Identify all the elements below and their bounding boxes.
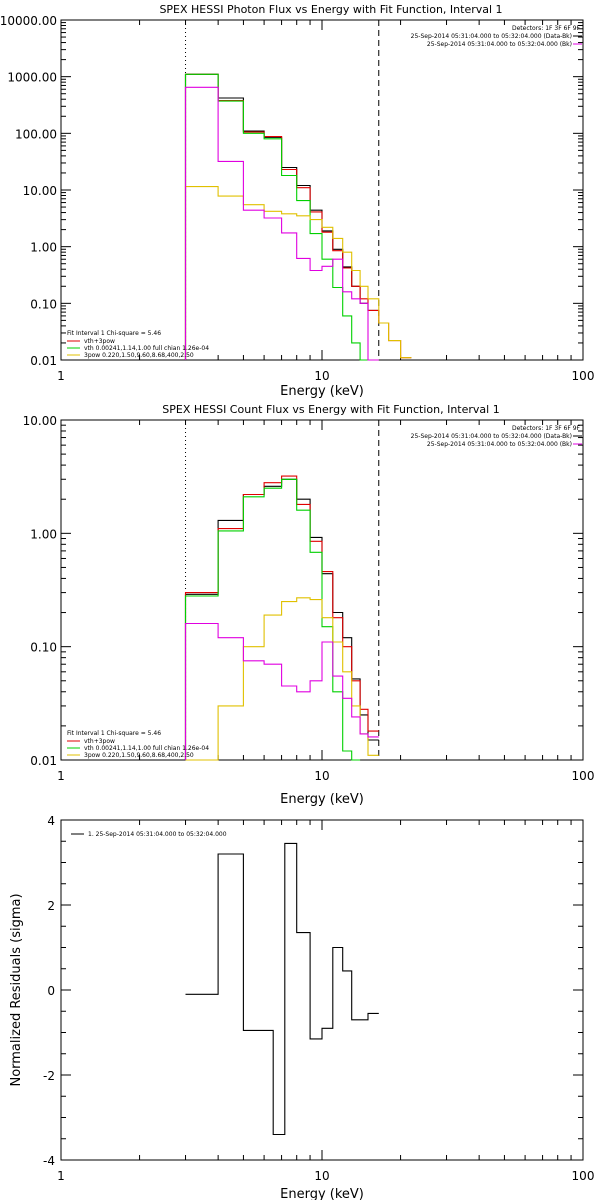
- chart-3-x-label: Energy (keV): [280, 1187, 364, 1200]
- chart-2-legend-label-2: vth 0.00241,1.14,1.00 full chian 1.26e-0…: [84, 745, 209, 752]
- chart-1-series-4-line: [184, 86, 379, 361]
- chart-1-header-data: 25-Sep-2014 05:31:04.000 to 05:32:04.000…: [411, 33, 572, 40]
- chart-2-series-4-line: [184, 622, 379, 760]
- y-tick-label: 10.00: [23, 184, 57, 198]
- count-flux-chart: SPEX HESSI Count Flux vs Energy with Fit…: [23, 403, 595, 807]
- chart-3-y-axis: -4 -2 0 2 4: [43, 814, 583, 1168]
- chart-1-header-bk: 25-Sep-2014 05:31:04.000 to 05:32:04.000…: [427, 41, 572, 48]
- x-tick-label: 1: [57, 369, 65, 383]
- chart-2-header-data: 25-Sep-2014 05:31:04.000 to 05:32:04.000…: [411, 433, 572, 440]
- chart-2-legend-label-1: vth+3pow: [84, 738, 115, 745]
- y-tick-label: 0.01: [30, 754, 57, 768]
- chart-1-series-2-line: [184, 73, 368, 361]
- x-tick-label: 100: [572, 769, 595, 783]
- chart-3-series-0-line: [185, 842, 379, 1136]
- chart-1-title: SPEX HESSI Photon Flux vs Energy with Fi…: [159, 3, 502, 16]
- y-tick-label: 0.10: [30, 297, 57, 311]
- y-tick-label: 0: [47, 984, 55, 998]
- chart-1-legend-label-2: vth 0.00241,1.14,1.00 full chian 1.26e-0…: [84, 345, 209, 352]
- y-tick-label: 0.10: [30, 641, 57, 655]
- x-tick-label: 1: [57, 1169, 65, 1183]
- chart-3-legend-label: 1. 25-Sep-2014 05:31:04.000 to 05:32:04.…: [88, 831, 227, 838]
- y-tick-label: 1.00: [30, 241, 57, 255]
- x-tick-label: 10: [314, 1169, 329, 1183]
- chart-2-x-label: Energy (keV): [280, 792, 364, 807]
- chart-1-y-axis: 0.01 0.10 1.00 10.00 100.00 1000.00 10000.00: [0, 14, 583, 368]
- chart-3-y-label: Normalized Residuals (sigma): [9, 893, 24, 1086]
- x-tick-label: 100: [572, 369, 595, 383]
- y-tick-label: 1000.00: [7, 71, 57, 85]
- x-tick-label: 1: [57, 769, 65, 783]
- chart-3-legend: 1. 25-Sep-2014 05:31:04.000 to 05:32:04.…: [71, 831, 227, 838]
- chart-2-series-0-line: [184, 478, 379, 760]
- chart-3-frame: [60, 819, 584, 1161]
- chart-1-legend: Fit Interval 1 Chi-square = 5.46 vth+3po…: [67, 330, 209, 359]
- chart-3-x-axis: 1 10 100: [57, 820, 594, 1183]
- chart-1-vlines: [185, 20, 380, 360]
- chart-2-x-axis: 1 10 100: [57, 420, 594, 783]
- chart-2-legend-label-3: 3pow 0.220,1.50,9.60,8.68,400,2.50: [84, 752, 194, 759]
- photon-flux-chart: SPEX HESSI Photon Flux vs Energy with Fi…: [0, 3, 594, 399]
- y-tick-label: 2: [47, 899, 55, 913]
- y-tick-label: 0.01: [30, 354, 57, 368]
- chart-2-legend-title: Fit Interval 1 Chi-square = 5.46: [67, 730, 161, 737]
- chart-2-vlines: [185, 420, 380, 760]
- chart-2-series-1-line: [184, 475, 379, 760]
- y-tick-label: 10.00: [23, 414, 57, 428]
- chart-1-header-detectors: Detectors: 1F 3F 6F 9F: [512, 25, 581, 32]
- chart-1-legend-title: Fit Interval 1 Chi-square = 5.46: [67, 330, 161, 337]
- y-tick-label: -4: [43, 1154, 55, 1168]
- chart-1-legend-label-3: 3pow 0.220,1.50,9.60,8.68,400,2.50: [84, 352, 194, 359]
- chart-1-frame: [60, 19, 584, 361]
- chart-1-series-0-line: [184, 73, 379, 360]
- chart-2-header-bk: 25-Sep-2014 05:31:04.000 to 05:32:04.000…: [427, 441, 572, 448]
- chart-2-series: [184, 475, 379, 761]
- x-tick-label: 10: [314, 769, 329, 783]
- chart-1-series: [184, 73, 412, 361]
- chart-3-series: [185, 842, 379, 1136]
- y-tick-label: 4: [47, 814, 55, 828]
- chart-2-series-3-line: [185, 597, 379, 761]
- residuals-chart: -4 -2 0 2 4 1 10 100 1. 25-Sep-2014 05:31:04.0…: [9, 814, 594, 1200]
- chart-2-header-detectors: Detectors: 1F 3F 6F 9F: [512, 425, 581, 432]
- chart-2-title: SPEX HESSI Count Flux vs Energy with Fit…: [162, 403, 499, 416]
- y-tick-label: 1.00: [30, 527, 57, 541]
- chart-2-series-2-line: [184, 478, 361, 761]
- chart-1-legend-label-1: vth+3pow: [84, 338, 115, 345]
- chart-2-y-axis: 0.01 0.10 1.00 10.00: [23, 414, 583, 768]
- chart-1-x-label: Energy (keV): [280, 384, 364, 399]
- chart-1-x-axis: 1 10 100: [57, 20, 594, 383]
- y-tick-label: -2: [43, 1069, 55, 1083]
- y-tick-label: 100.00: [15, 127, 57, 141]
- chart-1-series-3-line: [184, 186, 412, 360]
- x-tick-label: 100: [572, 1169, 595, 1183]
- y-tick-label: 10000.00: [0, 14, 57, 28]
- chart-2-legend: Fit Interval 1 Chi-square = 5.46 vth+3po…: [67, 730, 209, 759]
- x-tick-label: 10: [314, 369, 329, 383]
- chart-1-series-1-line: [184, 73, 412, 360]
